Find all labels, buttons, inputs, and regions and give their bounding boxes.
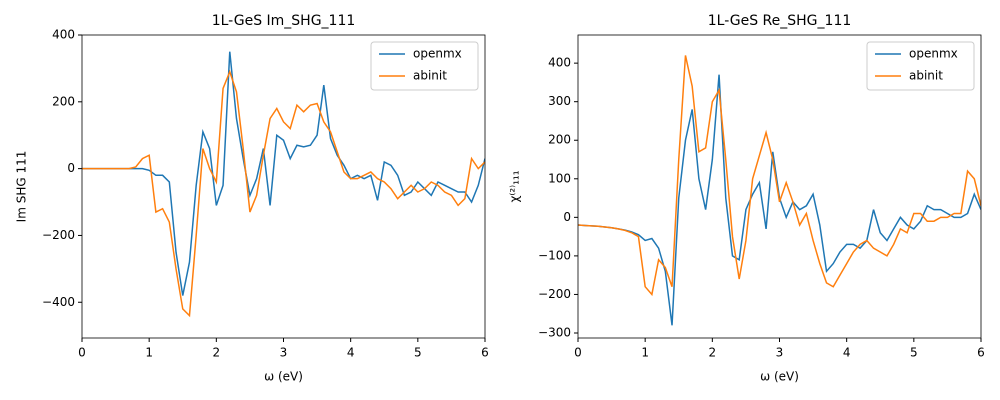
x-tick-label: 6: [481, 346, 489, 360]
x-tick-label: 0: [78, 346, 86, 360]
series-line: [82, 51, 485, 296]
x-tick-label: 4: [347, 346, 355, 360]
plot-frame: [81, 34, 486, 339]
y-axis-label: Im SHG 111: [15, 151, 29, 223]
y-tick-label: 300: [548, 94, 571, 108]
x-tick-label: 0: [574, 346, 582, 360]
chart-title: 1L-GeS Im_SHG_111: [212, 13, 356, 29]
x-tick-label: 2: [213, 346, 221, 360]
x-tick-label: 3: [776, 346, 784, 360]
y-tick-label: 200: [52, 94, 75, 108]
legend-label: openmx: [909, 47, 958, 61]
y-tick-label: 400: [52, 28, 75, 42]
x-tick-label: 2: [709, 346, 717, 360]
y-tick-label: −200: [42, 228, 75, 242]
series-line: [82, 69, 485, 318]
legend-label: abinit: [909, 69, 943, 83]
series-line: [578, 55, 981, 297]
y-axis-label: χ⁽²⁾₁₁₁: [508, 170, 522, 202]
y-tick-label: −300: [538, 325, 571, 339]
chart-title: 1L-GeS Re_SHG_111: [708, 13, 852, 29]
y-tick-label: 0: [563, 210, 571, 224]
x-axis-label: ω (eV): [264, 370, 303, 384]
legend-label: abinit: [413, 69, 447, 83]
y-tick-label: 0: [67, 161, 75, 175]
x-tick-label: 5: [414, 346, 422, 360]
x-tick-label: 6: [977, 346, 985, 360]
x-tick-label: 4: [843, 346, 851, 360]
x-tick-label: 5: [910, 346, 918, 360]
y-tick-label: 200: [548, 133, 571, 147]
x-tick-label: 3: [280, 346, 288, 360]
x-tick-label: 1: [641, 346, 649, 360]
x-tick-label: 1: [145, 346, 153, 360]
y-tick-label: 400: [548, 56, 571, 70]
plot-frame: [577, 34, 982, 339]
y-tick-label: −200: [538, 287, 571, 301]
y-tick-label: 100: [548, 171, 571, 185]
x-axis-label: ω (eV): [760, 370, 799, 384]
y-tick-label: −100: [538, 248, 571, 262]
y-tick-label: −400: [42, 295, 75, 309]
legend-label: openmx: [413, 47, 462, 61]
